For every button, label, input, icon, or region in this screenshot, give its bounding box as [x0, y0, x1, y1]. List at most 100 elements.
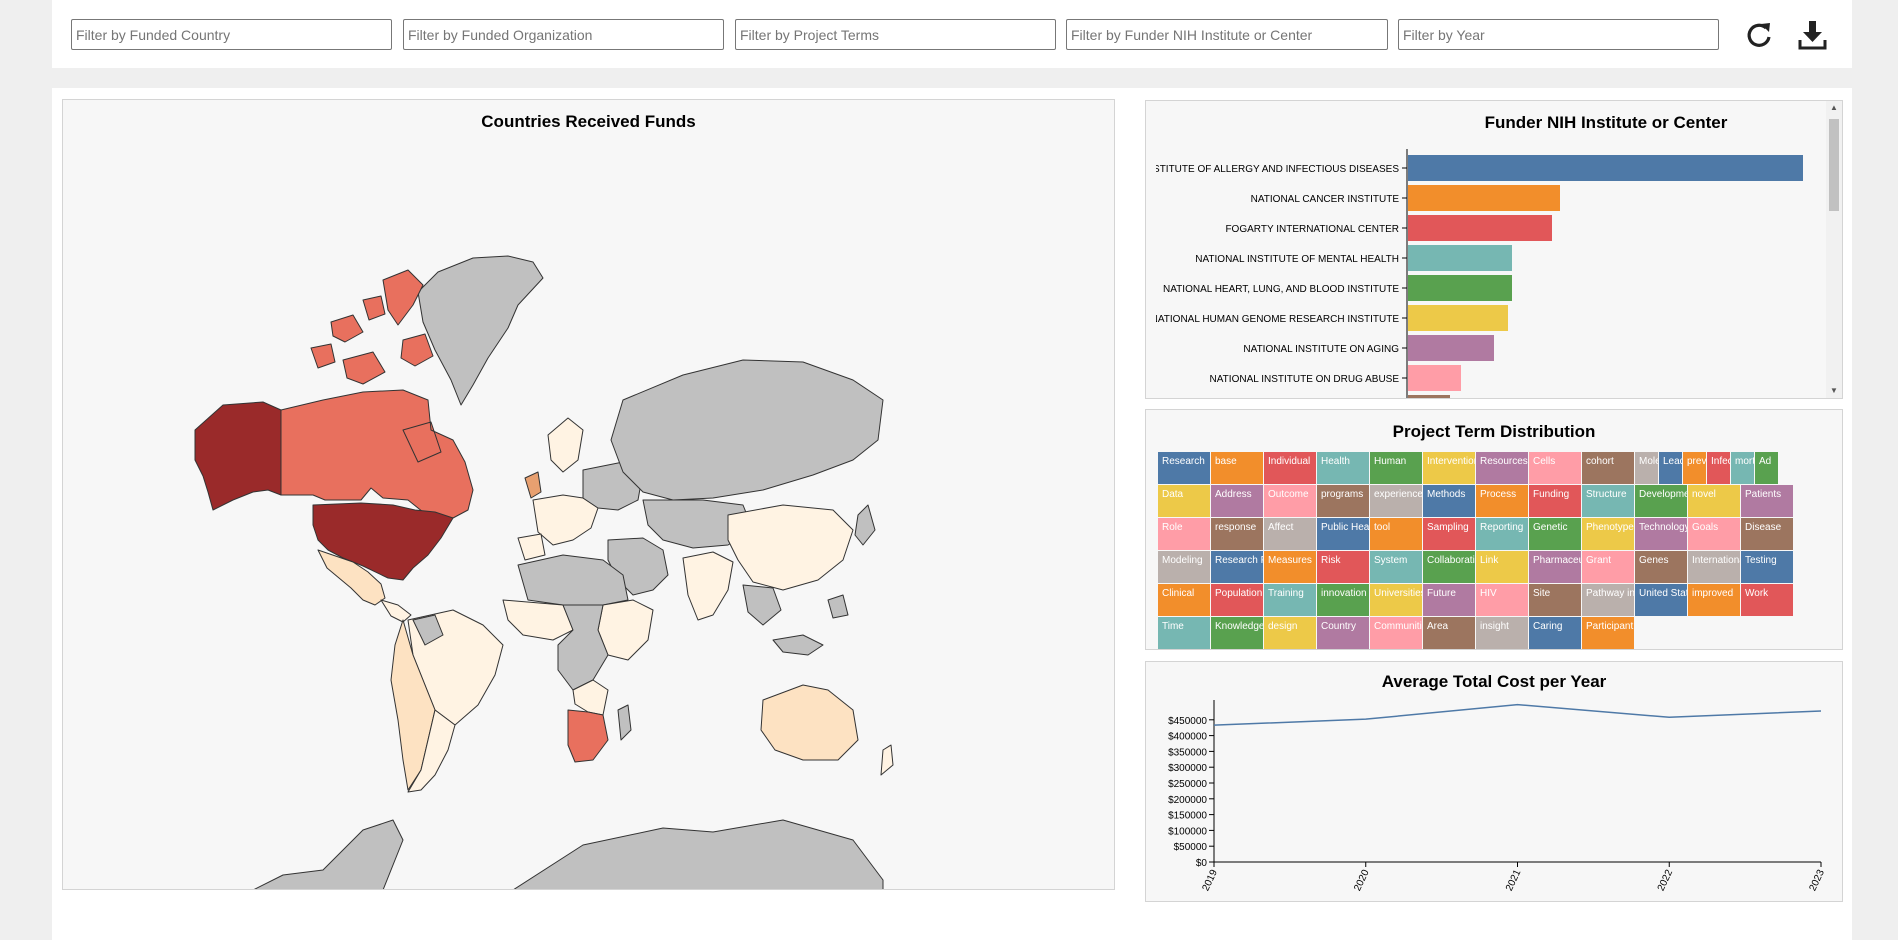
treemap-cell[interactable]: Process [1476, 485, 1528, 517]
scroll-down-arrow[interactable]: ▼ [1830, 386, 1838, 395]
download-button[interactable] [1796, 18, 1830, 52]
treemap-cell[interactable]: Research Personnel [1211, 551, 1263, 583]
world-map[interactable] [63, 100, 1115, 890]
treemap-cell[interactable]: Development [1635, 485, 1687, 517]
treemap-cell[interactable]: innovation [1317, 584, 1369, 616]
treemap-cell[interactable]: mortality [1731, 452, 1754, 484]
treemap-cell[interactable]: Technology [1635, 518, 1687, 550]
treemap-cell[interactable]: Methods [1423, 485, 1475, 517]
treemap-cell[interactable]: Cells [1529, 452, 1581, 484]
treemap-cell[interactable]: Resources [1476, 452, 1528, 484]
scroll-thumb[interactable] [1829, 119, 1839, 211]
treemap-cell[interactable]: Phenotype [1582, 518, 1634, 550]
treemap-cell[interactable]: Participant [1582, 617, 1634, 649]
treemap-cell[interactable]: Sampling [1423, 518, 1475, 550]
treemap-cell[interactable]: Country [1317, 617, 1369, 649]
treemap-cell[interactable]: Role [1158, 518, 1210, 550]
treemap-cell[interactable]: Data [1158, 485, 1210, 517]
map-country-central-asia [642, 499, 754, 549]
treemap-cell[interactable]: Link [1476, 551, 1528, 583]
institute-bar[interactable] [1408, 185, 1560, 211]
treemap-cell[interactable]: Collaborations [1423, 551, 1475, 583]
treemap-cell[interactable]: Lead [1659, 452, 1682, 484]
treemap-cell[interactable]: Funding [1529, 485, 1581, 517]
treemap-cell[interactable]: Measures [1264, 551, 1316, 583]
treemap-cell[interactable]: Modeling [1158, 551, 1210, 583]
treemap-cell[interactable]: Address [1211, 485, 1263, 517]
institute-scrollbar[interactable]: ▲ ▼ [1826, 101, 1842, 398]
treemap-cell[interactable]: Affect [1264, 518, 1316, 550]
cost-series-line[interactable] [1213, 703, 1822, 726]
treemap-cell[interactable]: Molecular [1635, 452, 1658, 484]
treemap-cell[interactable]: Reporting [1476, 518, 1528, 550]
institute-bar[interactable] [1408, 215, 1552, 241]
treemap-cell[interactable]: cohort [1582, 452, 1634, 484]
treemap-cell[interactable]: Genes [1635, 551, 1687, 583]
treemap-cell[interactable]: Individual [1264, 452, 1316, 484]
treemap-cell[interactable]: Goals [1688, 518, 1740, 550]
treemap-cell[interactable]: Testing [1741, 551, 1793, 583]
terms-filter-input[interactable] [735, 19, 1056, 50]
treemap-cell[interactable]: insight [1476, 617, 1528, 649]
treemap-cell[interactable]: Human [1370, 452, 1422, 484]
scroll-up-arrow[interactable]: ▲ [1830, 103, 1838, 112]
treemap-cell[interactable]: improved [1688, 584, 1740, 616]
institute-filter-input[interactable] [1066, 19, 1388, 50]
treemap-cell[interactable]: Disease [1741, 518, 1793, 550]
organization-filter-input[interactable] [403, 19, 724, 50]
treemap-cell[interactable]: Genetic [1529, 518, 1581, 550]
treemap-cell[interactable]: Health [1317, 452, 1369, 484]
treemap-cell[interactable]: Work [1741, 584, 1793, 616]
treemap-cell[interactable]: Outcome [1264, 485, 1316, 517]
treemap-cell[interactable]: Communities [1370, 617, 1422, 649]
year-filter-input[interactable] [1398, 19, 1719, 50]
treemap-cell[interactable]: tool [1370, 518, 1422, 550]
treemap-cell[interactable]: Patients [1741, 485, 1793, 517]
treemap-cell[interactable]: Public Health [1317, 518, 1369, 550]
institute-label: FOGARTY INTERNATIONAL CENTER [1225, 224, 1399, 235]
treemap-cell[interactable]: Pharmaceutical Preparations [1529, 551, 1581, 583]
treemap-cell[interactable]: Research [1158, 452, 1210, 484]
treemap-cell[interactable]: Clinical [1158, 584, 1210, 616]
institute-bar[interactable] [1408, 365, 1461, 391]
treemap-cell[interactable]: Infection [1707, 452, 1730, 484]
treemap-cell[interactable]: Site [1529, 584, 1581, 616]
treemap-cell[interactable]: base [1211, 452, 1263, 484]
treemap-cell[interactable]: prevent [1683, 452, 1706, 484]
treemap-cell[interactable]: response [1211, 518, 1263, 550]
map-country-russia [610, 359, 884, 501]
treemap-cell[interactable]: Area [1423, 617, 1475, 649]
treemap-cell[interactable]: United States National Institutes of Hea… [1635, 584, 1687, 616]
treemap-cell[interactable]: Population [1211, 584, 1263, 616]
institute-bar[interactable] [1408, 245, 1512, 271]
treemap-cell[interactable]: Intervention [1423, 452, 1475, 484]
treemap-cell[interactable]: Caring [1529, 617, 1581, 649]
cost-x-label: 2019 [1201, 868, 1221, 893]
cost-x-label: 2022 [1656, 868, 1676, 893]
treemap-cell[interactable]: System [1370, 551, 1422, 583]
institute-bar[interactable] [1408, 335, 1494, 361]
institute-bar[interactable] [1408, 305, 1508, 331]
treemap-cell[interactable]: novel [1688, 485, 1740, 517]
map-country-australia [760, 684, 859, 761]
treemap-cell[interactable]: HIV [1476, 584, 1528, 616]
treemap-cell[interactable]: experience [1370, 485, 1422, 517]
treemap-cell[interactable]: Grant [1582, 551, 1634, 583]
institute-bar[interactable] [1408, 155, 1803, 181]
country-filter-input[interactable] [71, 19, 392, 50]
treemap-cell[interactable]: Knowledge [1211, 617, 1263, 649]
treemap-cell[interactable]: Time [1158, 617, 1210, 649]
institute-bar[interactable] [1408, 395, 1450, 399]
treemap-cell[interactable]: Training [1264, 584, 1316, 616]
treemap-cell[interactable]: Structure [1582, 485, 1634, 517]
treemap-cell[interactable]: Future [1423, 584, 1475, 616]
treemap-cell[interactable]: design [1264, 617, 1316, 649]
treemap-cell[interactable]: Ad [1755, 452, 1778, 484]
treemap-cell[interactable]: programs [1317, 485, 1369, 517]
treemap-cell[interactable]: Universities [1370, 584, 1422, 616]
institute-bar[interactable] [1408, 275, 1512, 301]
treemap-cell[interactable]: International [1688, 551, 1740, 583]
reset-button[interactable] [1742, 18, 1776, 52]
treemap-cell[interactable]: Risk [1317, 551, 1369, 583]
treemap-cell[interactable]: Pathway interactions [1582, 584, 1634, 616]
